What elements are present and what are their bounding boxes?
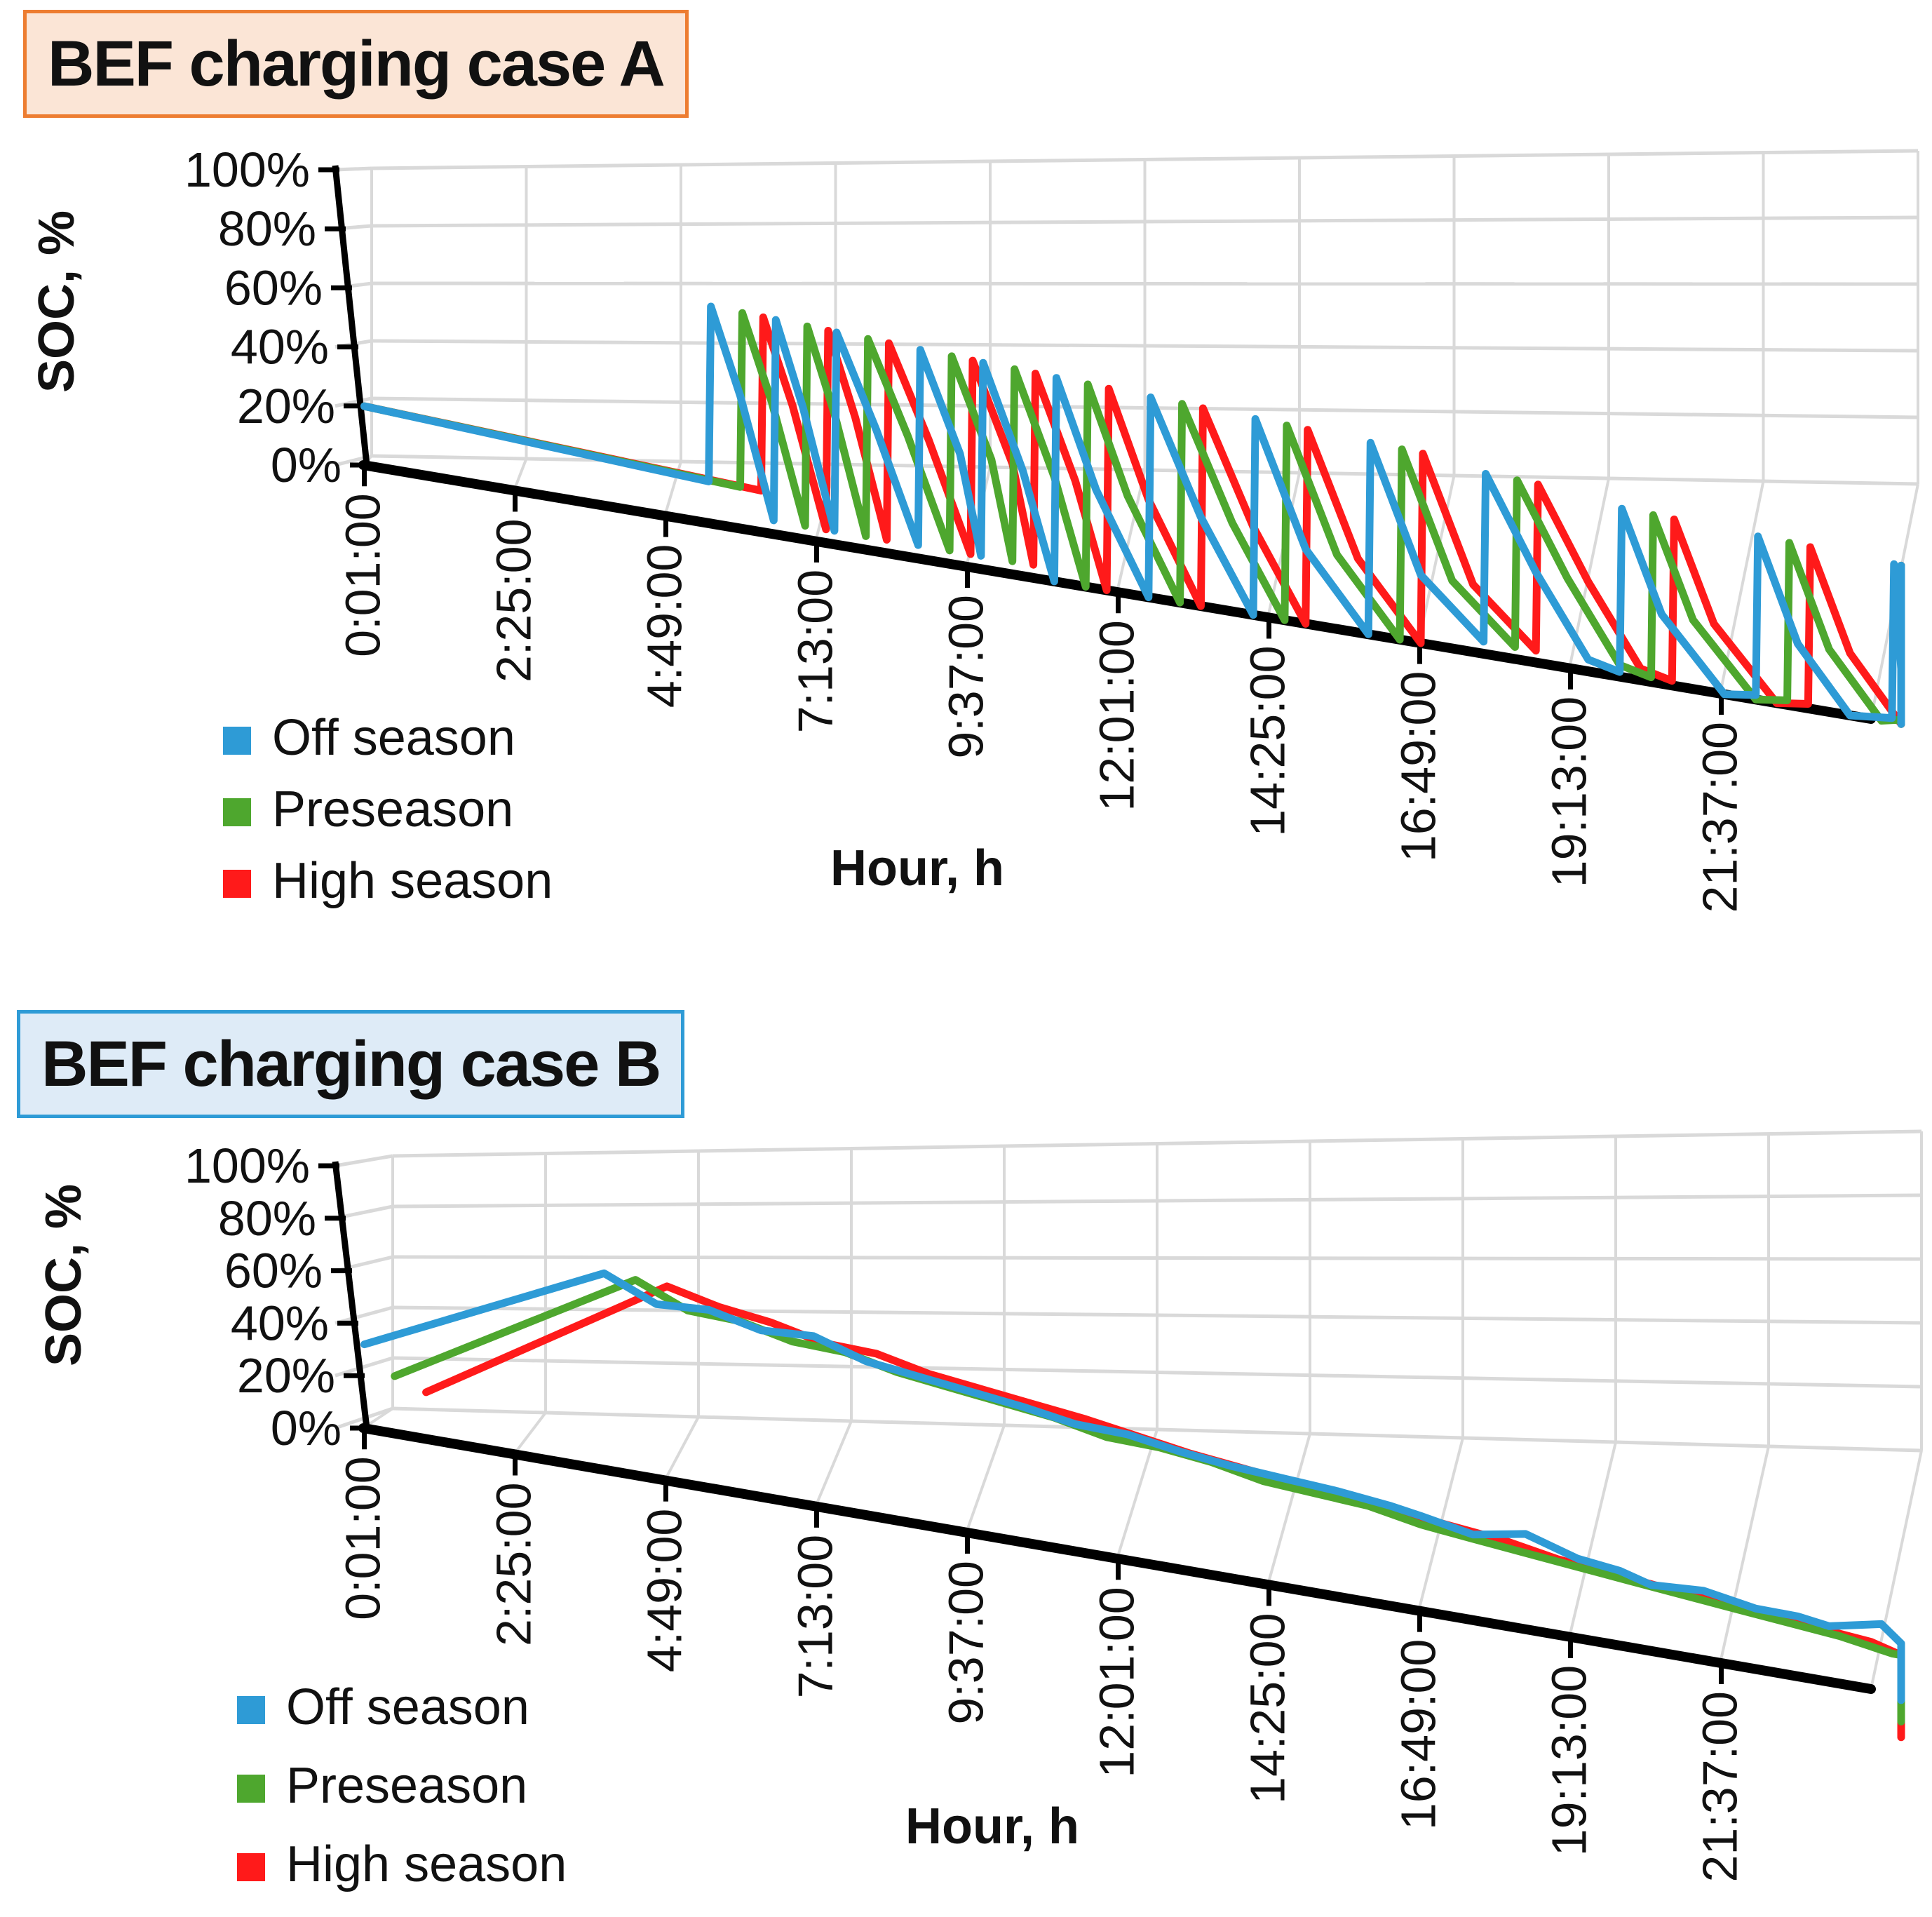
chart-a-legend-label: Preseason — [272, 781, 513, 838]
chart-b-legend-label: Off season — [286, 1679, 529, 1735]
chart-b-x-tick-label: 19:13:00 — [1541, 1665, 1596, 1856]
chart-a-x-tick-label: 2:25:00 — [486, 518, 541, 682]
chart-b-gridline-floor — [663, 1416, 700, 1481]
chart-a-legend-swatch-preseason — [223, 798, 251, 826]
chart-a-gridline-floor — [1116, 469, 1147, 593]
chart-b-gridline-floor — [1719, 1446, 1770, 1664]
chart-a-svg: 0%20%40%60%80%100% 0:01:00 2:25:00 4:49:00 7… — [29, 142, 1919, 913]
chart-a-legend-label: Off season — [272, 710, 515, 766]
chart-a-gridline-side — [335, 396, 372, 408]
chart-b-gridline-side — [335, 1305, 393, 1325]
chart-b-gridline-floor — [965, 1425, 1006, 1533]
chart-b-gridline-side — [335, 1154, 393, 1168]
chart-b-gridline-side — [335, 1356, 393, 1378]
chart-b-x-tick-label: 7:13:00 — [788, 1535, 842, 1699]
chart-b-y-tick-label: 80% — [218, 1191, 316, 1246]
chart-a-x-tick-label: 0:01:00 — [335, 493, 390, 657]
chart-a-x-tick-label: 12:01:00 — [1089, 620, 1144, 811]
chart-a-x-tick-label: 14:25:00 — [1240, 645, 1295, 836]
chart-a-y-tick-label: 20% — [237, 379, 335, 433]
chart-a-y-tick-label: 60% — [224, 260, 323, 315]
chart-panel-a: 0% 20% 40% 60% 80% 100% 0:01:00 2:25:00 4:49:00 7… — [0, 0, 1932, 957]
chart-b-svg: 0%20%40%60%80%100% 0:01:00 2:25:00 4:49:00 7… — [36, 1129, 1923, 1892]
chart-b-x-axis-title: Hour, h — [905, 1798, 1079, 1855]
chart-b-series-off-season — [360, 1269, 1905, 1704]
chart-b-y-tick-label: 40% — [231, 1296, 329, 1350]
chart-a-y-tick-label: 80% — [218, 201, 316, 256]
chart-b-gridline-floor — [513, 1411, 547, 1455]
chart-a-y-tick-label: 0% — [271, 438, 342, 492]
chart-a-y-tick-label: 40% — [231, 320, 329, 375]
chart-a-y-axis-title: SOC, % — [29, 210, 85, 393]
chart-a-title: BEF charging case A — [23, 10, 689, 118]
chart-b-gridline-floor — [1116, 1429, 1158, 1559]
chart-a-x-tick-label: 9:37:00 — [938, 595, 993, 759]
chart-b-gridline-floor — [1266, 1433, 1311, 1585]
chart-b-x-tick-label: 4:49:00 — [637, 1509, 691, 1673]
chart-b-x-tick-label: 14:25:00 — [1240, 1613, 1295, 1803]
chart-a-x-tick-label: 19:13:00 — [1541, 697, 1596, 887]
chart-a-x-tick-label: 16:49:00 — [1391, 671, 1445, 862]
chart-a-gridline-side — [335, 166, 372, 172]
chart-a-y-axis — [332, 165, 370, 466]
chart-b-legend-swatch-high-season — [237, 1853, 265, 1881]
chart-panel-b: 0% 20% 40% 60% 80% 100% 0:01:00 2:25:00 4:49:00 7… — [0, 960, 1932, 1917]
chart-b-y-axis — [332, 1161, 370, 1429]
chart-b-x-tick-label: 16:49:00 — [1391, 1639, 1445, 1830]
chart-b-legend-swatch-preseason — [237, 1775, 265, 1803]
chart-b-legend-swatch-off-season — [237, 1696, 265, 1724]
chart-a-x-tick-label: 21:37:00 — [1692, 722, 1747, 913]
chart-a-gridline-floor — [513, 458, 528, 491]
chart-b-legend-label: Preseason — [286, 1758, 527, 1814]
chart-a-legend-label: High season — [272, 853, 553, 909]
chart-b-legend-label: High season — [286, 1836, 567, 1892]
chart-b-x-tick-label: 21:37:00 — [1692, 1691, 1747, 1882]
chart-b-y-tick-label: 60% — [224, 1244, 323, 1298]
chart-b-gridline-floor — [814, 1420, 853, 1507]
chart-b-y-tick-label: 100% — [184, 1138, 310, 1193]
chart-b-x-tick-label: 0:01:00 — [335, 1456, 390, 1620]
chart-a-x-tick-label: 7:13:00 — [788, 570, 842, 734]
chart-a-x-axis-title: Hour, h — [830, 840, 1004, 896]
chart-b-title: BEF charging case B — [17, 1010, 685, 1118]
chart-a-x-tick-label: 4:49:00 — [637, 544, 691, 708]
chart-a-series-off-season — [360, 302, 1905, 728]
chart-a-y-tick-label: 100% — [184, 142, 310, 197]
chart-b-x-tick-label: 9:37:00 — [938, 1561, 993, 1725]
chart-b-x-tick-label: 2:25:00 — [486, 1482, 541, 1646]
chart-b-gridline-floor — [1568, 1441, 1617, 1638]
chart-b-y-axis-title: SOC, % — [36, 1184, 92, 1366]
chart-a-legend-swatch-off-season — [223, 727, 251, 755]
chart-a-legend-swatch-high-season — [223, 870, 251, 898]
chart-b-y-tick-label: 0% — [271, 1401, 342, 1455]
chart-b-x-tick-label: 12:01:00 — [1089, 1587, 1144, 1777]
chart-b-y-tick-label: 20% — [237, 1348, 335, 1403]
